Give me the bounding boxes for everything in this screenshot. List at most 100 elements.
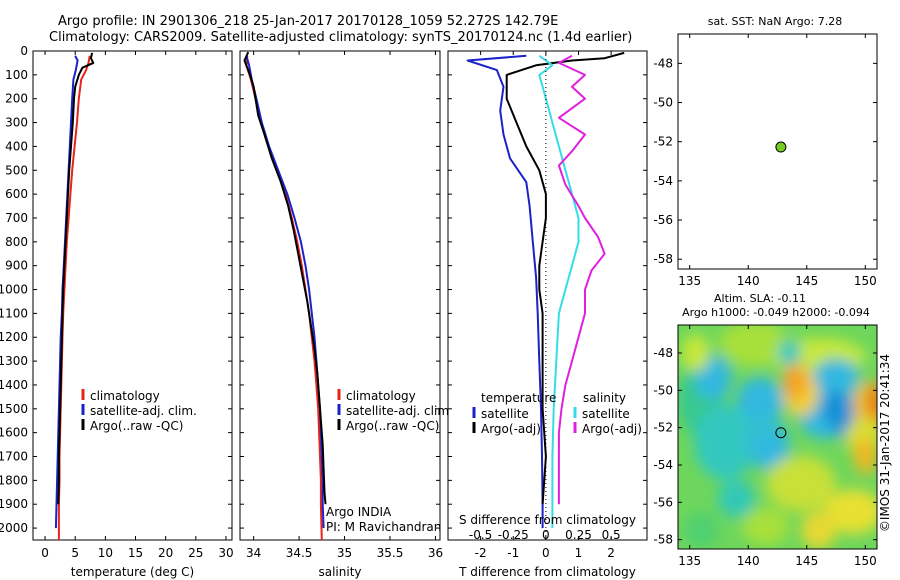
sst-map-ytick-label: -56 [653, 213, 673, 227]
salinity-series-argo [243, 51, 327, 505]
sst-map-ytick-label: -52 [653, 135, 673, 149]
argo-position-marker [775, 141, 787, 153]
diff-legend-label: satellite [481, 407, 529, 421]
depth-tick-label: 1800 [0, 473, 28, 487]
sst-map-xtick-label: 150 [854, 274, 877, 288]
depth-tick-label: 1200 [0, 330, 28, 344]
differences-xtick-label: 1 [575, 546, 583, 560]
salinity-legend-label: climatology [346, 389, 416, 403]
temperature-xtick-label: 15 [128, 546, 143, 560]
sla-anomaly-blob [694, 405, 756, 480]
sla-map-ytick-label: -54 [653, 458, 673, 472]
salinity-xtick-label: 36 [428, 546, 443, 560]
chart-title-line1: Argo profile: IN 2901306_218 25-Jan-2017… [58, 14, 559, 29]
differences-series-argo_sal_diff [557, 54, 606, 505]
depth-tick-label: 100 [5, 68, 28, 82]
sla-map-ytick-label: -56 [653, 495, 673, 509]
sla-map-xtick-label: 150 [854, 554, 877, 568]
temperature-xlabel: temperature (deg C) [71, 565, 194, 579]
depth-tick-label: 2000 [0, 521, 28, 535]
sla-map-ytick-label: -50 [653, 383, 673, 397]
sla-heatmap [678, 325, 877, 549]
temperature-plot-frame [32, 50, 233, 541]
depth-tick-label: 300 [5, 116, 28, 130]
sla-map-ytick-label: -58 [653, 533, 673, 547]
pi-label: PI: M Ravichandran [326, 520, 441, 534]
sla-anomaly-blob [800, 511, 837, 549]
sst-map-title: sat. SST: NaN Argo: 7.28 [708, 15, 842, 28]
sla-anomaly-blob [683, 511, 719, 549]
temperature-xtick-label: 10 [98, 546, 113, 560]
temperature-legend-label: climatology [90, 389, 160, 403]
imos-credit-label: ©IMOS 31-Jan-2017 20:41:34 [878, 354, 892, 532]
sst-map-ytick-label: -54 [653, 174, 673, 188]
sla-field [678, 325, 877, 549]
depth-tick-label: 400 [5, 139, 28, 153]
salinity-xtick-label: 35.5 [377, 546, 404, 560]
depth-tick-label: 800 [5, 235, 28, 249]
depth-tick-label: 900 [5, 259, 28, 273]
salinity-plot-frame [239, 50, 441, 541]
sla-anomaly-blob [718, 325, 790, 367]
differences-xlabel: T difference from climatology [458, 565, 636, 579]
differences-plot-frame [447, 50, 648, 541]
temperature-xtick-label: 30 [218, 546, 233, 560]
sst-map-xtick-label: 145 [795, 274, 818, 288]
depth-tick-label: 200 [5, 92, 28, 106]
salinity-diff-tick-label: 0.25 [565, 528, 592, 542]
depth-tick-label: 1000 [0, 283, 28, 297]
temperature-xtick-label: 25 [188, 546, 203, 560]
depth-tick-label: 1100 [0, 306, 28, 320]
diff-legend-label: satellite [582, 407, 630, 421]
sla-anomaly-blob [783, 362, 807, 400]
salinity-legend-label: Argo(..raw -QC) [346, 419, 439, 433]
depth-tick-label: 500 [5, 163, 28, 177]
sla-anomaly-blob [853, 437, 877, 475]
salinity-diff-tick-label: -0.5 [469, 528, 492, 542]
differences-xtick-label: 0 [542, 546, 550, 560]
sst-map-frame [677, 33, 878, 270]
differences-series-satellite_diff [538, 54, 580, 529]
depth-tick-label: 1900 [0, 497, 28, 511]
salinity-legend-label: satellite-adj. clim. [346, 404, 453, 418]
sst-map-xtick-label: 140 [737, 274, 760, 288]
sla-anomaly-blob [821, 390, 851, 428]
float-owner-label: Argo INDIA [326, 505, 392, 519]
sst-map: sat. SST: NaN Argo: 7.28 135 140 145 150 -48 -… [653, 15, 878, 288]
temperature-xtick-label: 20 [158, 546, 173, 560]
sla-anomaly-blob [736, 377, 784, 426]
chart-title-line2: Climatology: CARS2009. Satellite-adjuste… [49, 30, 633, 45]
salinity-xtick-label: 35 [337, 546, 352, 560]
depth-tick-label: 1700 [0, 450, 28, 464]
sla-anomaly-blob [777, 339, 801, 367]
temperature-xtick-label: 5 [71, 546, 79, 560]
sst-map-ytick-label: -48 [653, 56, 673, 70]
differences-xtick-label: -2 [475, 546, 487, 560]
sla-anomaly-blob [824, 489, 877, 535]
sla-anomaly-blob [765, 455, 837, 512]
sla-map-xtick-label: 140 [737, 554, 760, 568]
sla-anomaly-blob [742, 507, 790, 546]
legend-header-salinity: salinity [583, 391, 626, 405]
salinity-xlabel: salinity [318, 565, 361, 579]
salinity-xtick-label: 34.5 [286, 546, 313, 560]
sla-anomaly-blob [717, 479, 756, 518]
temperature-legend-label: Argo(..raw -QC) [90, 419, 183, 433]
sla-map-title: Altim. SLA: -0.11 [714, 292, 806, 305]
sst-map-ytick-label: -50 [653, 96, 673, 110]
differences-xtick-label: -1 [507, 546, 519, 560]
salinity-diff-tick-label: 0 [542, 528, 550, 542]
sla-anomaly-blob [681, 334, 710, 372]
diff-legend-label: Argo(-adj) [582, 422, 642, 436]
depth-tick-label: 1400 [0, 378, 28, 392]
sla-map-ytick-label: -52 [653, 421, 673, 435]
salinity-diff-tick-label: 0.5 [602, 528, 621, 542]
salinity-diff-tick-label: -0.25 [498, 528, 529, 542]
argo-position-marker-sla [775, 427, 787, 439]
sla-map-frame [677, 324, 878, 550]
temperature-xtick-label: 0 [41, 546, 49, 560]
salinity-series-satellite [245, 55, 325, 529]
sla-map-subtitle: Argo h1000: -0.049 h2000: -0.094 [682, 306, 870, 319]
